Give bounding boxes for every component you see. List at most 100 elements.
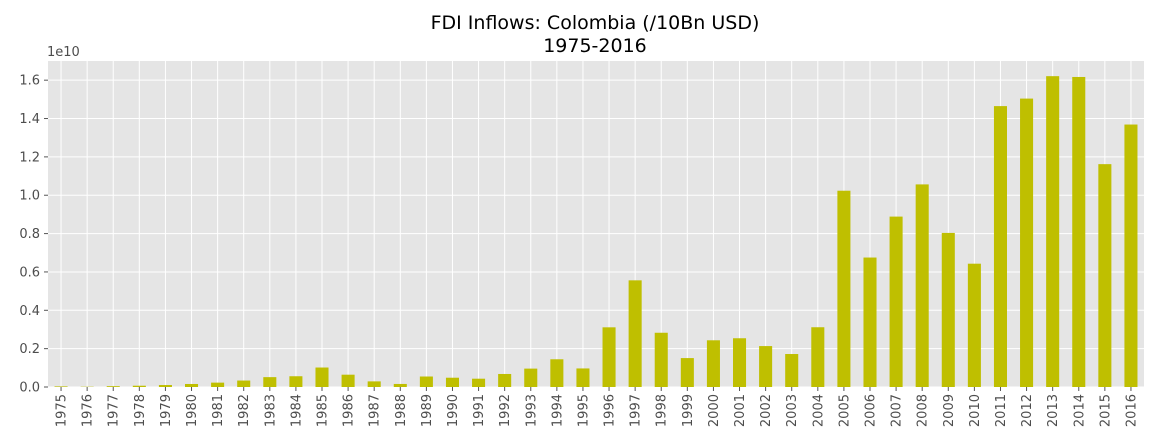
x-tick-label: 2014: [1072, 394, 1087, 427]
x-axis: 1975 1976 1977 1978 1979 1980 1981 1982 1983 1984…: [55, 387, 1139, 427]
x-tick-label: 1981: [211, 394, 226, 427]
bar-1997: [628, 280, 642, 387]
bar-2013: [1046, 76, 1060, 388]
x-tick-label: 1999: [681, 394, 696, 427]
bar-1980: [185, 383, 199, 387]
x-tick-label: 1997: [629, 394, 644, 427]
bars: [54, 76, 1138, 388]
bar-1983: [263, 377, 277, 387]
x-tick-label: 1977: [107, 394, 122, 427]
bar-1982: [237, 380, 251, 387]
x-tick-label: 2005: [837, 394, 852, 427]
x-tick-label: 2016: [1124, 394, 1139, 427]
y-axis-offset-label: 1e10: [47, 45, 80, 60]
bar-1999: [680, 358, 694, 387]
bar-2000: [706, 340, 720, 387]
x-tick-label: 2004: [811, 394, 826, 427]
bar-2005: [837, 190, 851, 387]
x-tick-label: 1978: [133, 394, 148, 427]
x-tick-label: 1986: [342, 394, 357, 427]
bar-2003: [785, 354, 799, 387]
bar-1987: [367, 381, 381, 387]
x-tick-label: 2001: [733, 394, 748, 427]
y-tick-label: 0.6: [19, 265, 40, 280]
bar-1981: [211, 382, 225, 387]
x-tick-label: 1988: [394, 394, 409, 427]
bar-2010: [967, 263, 981, 387]
bar-2004: [811, 327, 825, 387]
bar-2006: [863, 257, 877, 387]
y-tick-label: 1.4: [19, 112, 40, 127]
x-tick-label: 1985: [316, 394, 331, 427]
x-tick-label: 2012: [1020, 394, 1035, 427]
y-tick-label: 1.6: [19, 74, 40, 89]
bar-2015: [1098, 164, 1112, 387]
x-tick-label: 1975: [55, 394, 70, 427]
x-tick-label: 2010: [968, 394, 983, 427]
y-tick-label: 0.0: [19, 381, 40, 396]
x-tick-label: 1996: [603, 394, 618, 427]
x-tick-label: 1992: [498, 394, 513, 427]
bar-2009: [941, 232, 955, 387]
bar-1994: [550, 359, 564, 387]
x-tick-label: 2000: [707, 394, 722, 427]
y-tick-label: 1.2: [19, 150, 40, 165]
x-tick-label: 2013: [1046, 394, 1061, 427]
x-tick-label: 1976: [81, 394, 96, 427]
bar-1977: [106, 386, 120, 387]
bar-1975: [54, 386, 68, 387]
x-tick-label: 2015: [1098, 394, 1113, 427]
x-tick-label: 1982: [237, 394, 252, 427]
bar-1992: [498, 373, 512, 387]
chart-subtitle: 1975-2016: [543, 35, 647, 57]
bar-1993: [524, 368, 538, 387]
chart-title: FDI Inflows: Colombia (/10Bn USD): [431, 12, 760, 34]
x-tick-label: 2009: [942, 394, 957, 427]
bar-1996: [602, 327, 616, 387]
y-axis: 0.0 0.2 0.4 0.6 0.8 1.0 1.2 1.4 1.6: [19, 74, 48, 396]
bar-2012: [1020, 98, 1034, 388]
x-tick-label: 1990: [446, 394, 461, 427]
x-tick-label: 2008: [916, 394, 931, 427]
y-tick-label: 0.2: [19, 342, 40, 357]
bar-2007: [889, 216, 903, 387]
x-tick-label: 2011: [994, 394, 1009, 427]
bar-2008: [915, 184, 929, 387]
bar-1986: [341, 374, 355, 387]
bar-1978: [132, 385, 146, 387]
x-tick-label: 1994: [550, 394, 565, 427]
plot-area: [48, 61, 1144, 387]
bar-2001: [733, 338, 747, 387]
bar-1985: [315, 367, 329, 387]
x-tick-label: 1987: [368, 394, 383, 427]
bar-1988: [393, 383, 407, 387]
bar-2014: [1072, 76, 1086, 387]
x-tick-label: 1995: [576, 394, 591, 427]
x-tick-label: 2002: [759, 394, 774, 427]
bar-2016: [1124, 124, 1138, 387]
x-tick-label: 2007: [890, 394, 905, 427]
bar-1991: [472, 378, 486, 387]
x-tick-label: 2003: [785, 394, 800, 427]
y-tick-label: 0.4: [19, 304, 40, 319]
bar-2002: [759, 346, 773, 387]
x-tick-label: 1989: [420, 394, 435, 427]
bar-1998: [654, 332, 668, 387]
x-tick-label: 1991: [472, 394, 487, 427]
bar-1995: [576, 368, 590, 387]
y-tick-label: 1.0: [19, 189, 40, 204]
x-tick-label: 1998: [655, 394, 670, 427]
y-tick-label: 0.8: [19, 227, 40, 242]
bar-1979: [158, 385, 172, 387]
x-tick-label: 2006: [864, 394, 879, 427]
x-tick-label: 1983: [263, 394, 278, 427]
bar-2011: [993, 106, 1007, 387]
x-tick-label: 1979: [159, 394, 174, 427]
bar-1989: [419, 376, 433, 387]
x-tick-label: 1993: [524, 394, 539, 427]
bar-1990: [445, 377, 459, 387]
x-tick-label: 1980: [185, 394, 200, 427]
bar-1984: [289, 376, 303, 387]
